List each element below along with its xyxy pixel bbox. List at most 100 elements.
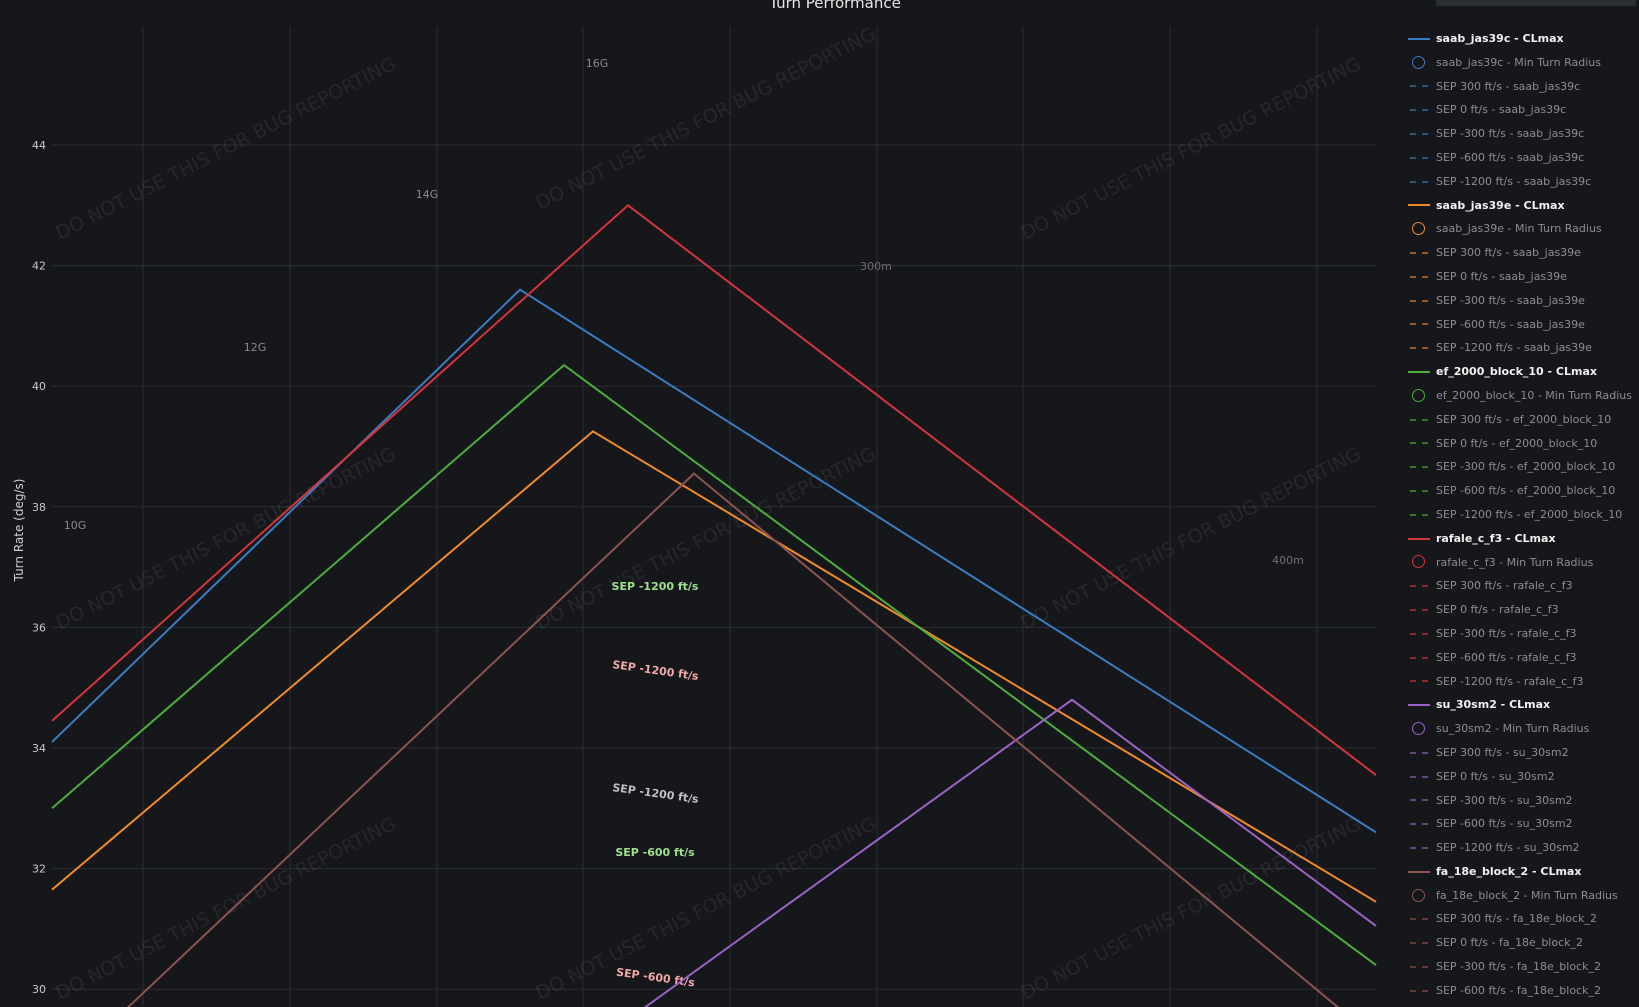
legend-symbol [1410, 751, 1428, 754]
legend-symbol [1412, 888, 1425, 902]
legend-item[interactable]: SEP -600 ft/s - saab_jas39c [1400, 146, 1636, 170]
legend-item[interactable]: SEP 0 ft/s - rafale_c_f3 [1400, 598, 1636, 622]
watermark-text: DO NOT USE THIS FOR BUG REPORTING [1017, 53, 1364, 244]
legend-dash-icon [1400, 127, 1436, 141]
watermark-text: DO NOT USE THIS FOR BUG REPORTING [52, 813, 399, 1004]
y-tick-label: 44 [32, 139, 46, 152]
legend-symbol [1410, 418, 1428, 421]
legend-label: SEP -1200 ft/s - saab_jas39c [1436, 174, 1592, 188]
legend-symbol [1408, 537, 1430, 540]
legend-item[interactable]: SEP -1200 ft/s - rafale_c_f3 [1400, 670, 1636, 694]
legend-symbol [1408, 37, 1430, 40]
legend-item[interactable]: SEP 0 ft/s - ef_2000_block_10 [1400, 432, 1636, 456]
legend-item[interactable]: fa_18e_block_2 - Min Turn Radius [1400, 884, 1636, 908]
legend-item[interactable]: saab_jas39c - Min Turn Radius [1400, 51, 1636, 75]
legend-dash-icon [1400, 817, 1436, 831]
legend-item[interactable]: SEP 0 ft/s - saab_jas39c [1400, 98, 1636, 122]
legend-line-icon [1400, 198, 1436, 212]
legend-symbol [1410, 823, 1428, 826]
legend-item[interactable]: SEP 0 ft/s - saab_jas39e [1400, 265, 1636, 289]
legend-dash-icon [1400, 746, 1436, 760]
g-load-label: 10G [64, 519, 87, 532]
legend-label: saab_jas39e - CLmax [1436, 198, 1565, 212]
legend-symbol [1410, 180, 1428, 183]
legend-label: SEP 300 ft/s - ef_2000_block_10 [1436, 412, 1612, 426]
legend-label: SEP 300 ft/s - saab_jas39c [1436, 79, 1581, 93]
legend-dash-icon [1400, 912, 1436, 926]
legend-label: su_30sm2 - Min Turn Radius [1436, 722, 1590, 736]
legend-item[interactable]: fa_18e_block_2 - CLmax [1400, 860, 1636, 884]
legend-dash-icon [1400, 294, 1436, 308]
watermark-text: DO NOT USE THIS FOR BUG REPORTING [532, 443, 879, 634]
legend-item[interactable]: SEP 300 ft/s - rafale_c_f3 [1400, 574, 1636, 598]
legend-symbol [1410, 989, 1428, 992]
legend-label: SEP -300 ft/s - rafale_c_f3 [1436, 626, 1577, 640]
legend-item[interactable]: SEP -600 ft/s - ef_2000_block_10 [1400, 479, 1636, 503]
legend-line-icon [1400, 532, 1436, 546]
legend-item[interactable]: SEP 300 ft/s - saab_jas39c [1400, 75, 1636, 99]
legend-symbol [1410, 513, 1428, 516]
legend-item[interactable]: rafale_c_f3 - Min Turn Radius [1400, 551, 1636, 575]
legend-item[interactable]: SEP 0 ft/s - su_30sm2 [1400, 765, 1636, 789]
series-line-rafale_c_f3 [51, 204, 1377, 776]
legend-symbol [1410, 585, 1428, 588]
legend-item[interactable]: rafale_c_f3 - CLmax [1400, 527, 1636, 551]
legend-item[interactable]: SEP -300 ft/s - su_30sm2 [1400, 789, 1636, 813]
legend-item[interactable]: SEP -300 ft/s - fa_18e_block_2 [1400, 955, 1636, 979]
legend-symbol [1410, 918, 1428, 921]
legend-symbol [1410, 133, 1428, 136]
legend-item[interactable]: saab_jas39e - Min Turn Radius [1400, 217, 1636, 241]
legend-symbol [1412, 55, 1425, 69]
legend-item[interactable]: SEP -1200 ft/s - saab_jas39c [1400, 170, 1636, 194]
legend[interactable]: saab_jas39c - CLmax saab_jas39c - Min Tur… [1400, 27, 1636, 1003]
legend-label: saab_jas39c - CLmax [1436, 32, 1564, 45]
chart-toolbar[interactable] [1436, 0, 1636, 6]
legend-item[interactable]: SEP -1200 ft/s - ef_2000_block_10 [1400, 503, 1636, 527]
g-load-label: 14G [416, 188, 439, 201]
legend-circle-icon [1400, 222, 1436, 236]
legend-symbol [1410, 965, 1428, 968]
legend-circle-icon [1400, 55, 1436, 70]
legend-label: SEP 0 ft/s - rafale_c_f3 [1436, 603, 1559, 617]
legend-label: rafale_c_f3 - Min Turn Radius [1436, 555, 1594, 569]
legend-label: SEP -300 ft/s - saab_jas39e [1436, 293, 1585, 307]
legend-item[interactable]: SEP -600 ft/s - fa_18e_block_2 [1400, 979, 1636, 1003]
legend-item[interactable]: SEP -1200 ft/s - su_30sm2 [1400, 836, 1636, 860]
legend-item[interactable]: SEP 300 ft/s - ef_2000_block_10 [1400, 408, 1636, 432]
legend-item[interactable]: SEP -300 ft/s - ef_2000_block_10 [1400, 455, 1636, 479]
legend-label: SEP -600 ft/s - rafale_c_f3 [1436, 650, 1577, 664]
legend-item[interactable]: saab_jas39e - CLmax [1400, 194, 1636, 218]
series-line-saab_jas39c [51, 288, 1377, 834]
legend-symbol [1410, 466, 1428, 469]
legend-item[interactable]: SEP -300 ft/s - saab_jas39e [1400, 289, 1636, 313]
legend-item[interactable]: SEP 300 ft/s - saab_jas39e [1400, 241, 1636, 265]
legend-item[interactable]: ef_2000_block_10 - CLmax [1400, 360, 1636, 384]
legend-item[interactable]: su_30sm2 - CLmax [1400, 693, 1636, 717]
legend-item[interactable]: saab_jas39c - CLmax [1400, 27, 1636, 51]
legend-label: SEP -1200 ft/s - rafale_c_f3 [1436, 674, 1584, 688]
legend-item[interactable]: ef_2000_block_10 - Min Turn Radius [1400, 384, 1636, 408]
plot-area[interactable]: DO NOT USE THIS FOR BUG REPORTING DO NOT … [0, 0, 1380, 1007]
legend-item[interactable]: SEP 300 ft/s - fa_18e_block_2 [1400, 907, 1636, 931]
legend-dash-icon [1400, 984, 1436, 998]
legend-label: SEP -600 ft/s - su_30sm2 [1436, 817, 1573, 831]
g-load-label: 12G [244, 341, 267, 354]
legend-item[interactable]: SEP -600 ft/s - saab_jas39e [1400, 313, 1636, 337]
legend-item[interactable]: SEP -1200 ft/s - saab_jas39e [1400, 336, 1636, 360]
legend-item[interactable]: su_30sm2 - Min Turn Radius [1400, 717, 1636, 741]
legend-item[interactable]: SEP -300 ft/s - rafale_c_f3 [1400, 622, 1636, 646]
legend-item[interactable]: SEP -600 ft/s - su_30sm2 [1400, 812, 1636, 836]
legend-dash-icon [1400, 246, 1436, 260]
legend-line-icon [1400, 365, 1436, 379]
legend-item[interactable]: SEP 300 ft/s - su_30sm2 [1400, 741, 1636, 765]
legend-item[interactable]: SEP -300 ft/s - saab_jas39c [1400, 122, 1636, 146]
legend-item[interactable]: SEP -600 ft/s - rafale_c_f3 [1400, 646, 1636, 670]
legend-dash-icon [1400, 674, 1436, 688]
legend-symbol [1412, 222, 1425, 236]
legend-symbol [1410, 442, 1428, 445]
legend-item[interactable]: SEP 0 ft/s - fa_18e_block_2 [1400, 931, 1636, 955]
legend-symbol [1410, 846, 1428, 849]
legend-circle-icon [1400, 388, 1436, 403]
legend-label: SEP 300 ft/s - fa_18e_block_2 [1436, 912, 1598, 926]
